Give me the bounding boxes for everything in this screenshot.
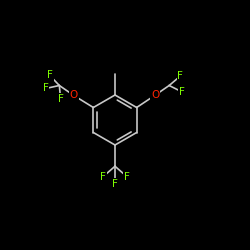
Text: O: O — [151, 90, 160, 100]
Text: F: F — [124, 172, 130, 182]
Text: F: F — [100, 172, 106, 182]
Text: F: F — [43, 84, 48, 94]
Text: F: F — [179, 87, 184, 97]
Text: F: F — [178, 71, 183, 81]
Text: F: F — [58, 94, 64, 104]
Text: F: F — [47, 70, 53, 81]
Text: F: F — [112, 179, 118, 189]
Text: O: O — [70, 90, 78, 101]
